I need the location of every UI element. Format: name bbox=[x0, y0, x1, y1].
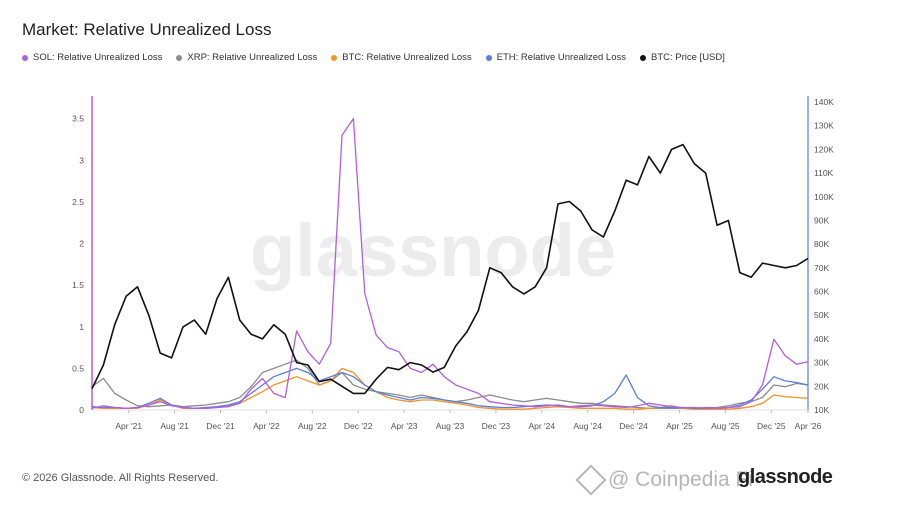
y-right-tick-label: 10K bbox=[814, 405, 829, 415]
chart-title: Market: Relative Unrealized Loss bbox=[22, 20, 272, 39]
series-line-btc-loss bbox=[91, 367, 809, 410]
series-line-sol-loss bbox=[91, 117, 809, 409]
legend-label-btc-price: BTC: Price [USD] bbox=[651, 52, 725, 63]
y-right-tick-label: 120K bbox=[814, 144, 834, 154]
legend-item-xrp[interactable]: XRP: Relative Unrealized Loss bbox=[176, 52, 317, 63]
x-tick-label: Aug '22 bbox=[298, 421, 327, 431]
x-tick-label: Aug '24 bbox=[573, 421, 602, 431]
legend-item-eth[interactable]: ETH: Relative Unrealized Loss bbox=[485, 52, 626, 63]
x-tick-label: Apr '26 bbox=[795, 421, 822, 431]
chart-legend: SOL: Relative Unrealized Loss XRP: Relat… bbox=[22, 52, 725, 63]
x-tick-label: Dec '23 bbox=[482, 421, 511, 431]
y-left-tick-label: 1.5 bbox=[72, 280, 84, 290]
watermark-text: glassnode bbox=[250, 209, 616, 292]
legend-label-btc: BTC: Relative Unrealized Loss bbox=[342, 52, 472, 63]
legend-label-xrp: XRP: Relative Unrealized Loss bbox=[187, 52, 318, 63]
coinpedia-logo-icon bbox=[575, 464, 607, 496]
x-tick-label: Apr '25 bbox=[666, 421, 693, 431]
y-right-tick-label: 110K bbox=[814, 168, 834, 178]
legend-item-btc-price[interactable]: BTC: Price [USD] bbox=[640, 52, 725, 63]
y-right-tick-label: 90K bbox=[814, 215, 829, 225]
axes: 0 0.5 1 1.5 2 2.5 3 3.5 10K 20K 30K 40K 50K 60K 70K 80K… bbox=[72, 96, 834, 431]
overlay-text: @ Coinpedia Fi bbox=[608, 468, 754, 491]
y-right-tick-label: 40K bbox=[814, 334, 829, 344]
x-tick-label: Aug '25 bbox=[711, 421, 740, 431]
x-tick-label: Apr '24 bbox=[528, 421, 555, 431]
glassnode-brand: glassnode bbox=[738, 466, 833, 488]
legend-dot-btc bbox=[331, 54, 338, 61]
y-left-tick-label: 3.5 bbox=[72, 114, 84, 124]
x-tick-label: Dec '25 bbox=[757, 421, 786, 431]
x-tick-label: Dec '21 bbox=[206, 421, 235, 431]
coinpedia-overlay: @ Coinpedia Fi bbox=[575, 464, 754, 496]
legend-item-sol[interactable]: SOL: Relative Unrealized Loss bbox=[22, 52, 162, 63]
y-right-tick-label: 30K bbox=[814, 358, 829, 368]
y-left-tick-label: 0 bbox=[79, 405, 84, 415]
y-left-tick-label: 1 bbox=[79, 322, 84, 332]
legend-label-eth: ETH: Relative Unrealized Loss bbox=[496, 52, 626, 63]
x-tick-label: Aug '21 bbox=[160, 421, 189, 431]
y-right-tick-label: 20K bbox=[814, 381, 829, 391]
y-right-tick-label: 100K bbox=[814, 192, 834, 202]
series-line-btc-price bbox=[91, 143, 809, 395]
y-right-tick-label: 70K bbox=[814, 263, 829, 273]
legend-dot-btc-price bbox=[640, 54, 646, 61]
legend-dot-sol bbox=[22, 54, 28, 61]
x-tick-label: Apr '21 bbox=[115, 421, 142, 431]
series-lines bbox=[91, 117, 809, 410]
x-tick-label: Apr '22 bbox=[253, 421, 280, 431]
y-left-tick-label: 2.5 bbox=[72, 197, 84, 207]
x-tick-label: Apr '23 bbox=[391, 421, 418, 431]
x-tick-label: Dec '22 bbox=[344, 421, 373, 431]
legend-dot-xrp bbox=[176, 54, 183, 61]
y-right-tick-label: 140K bbox=[814, 97, 834, 107]
x-tick-label: Aug '23 bbox=[436, 421, 465, 431]
legend-dot-eth bbox=[485, 54, 492, 61]
legend-item-btc[interactable]: BTC: Relative Unrealized Loss bbox=[331, 52, 472, 63]
y-left-tick-label: 3 bbox=[79, 155, 84, 165]
copyright-text: © 2026 Glassnode. All Rights Reserved. bbox=[22, 472, 219, 484]
y-right-tick-label: 50K bbox=[814, 310, 829, 320]
legend-label-sol: SOL: Relative Unrealized Loss bbox=[33, 52, 163, 63]
y-left-tick-label: 0.5 bbox=[72, 363, 84, 373]
y-right-tick-label: 130K bbox=[814, 121, 834, 131]
y-right-tick-label: 60K bbox=[814, 287, 829, 297]
x-tick-label: Dec '24 bbox=[619, 421, 648, 431]
y-right-tick-label: 80K bbox=[814, 239, 829, 249]
y-left-tick-label: 2 bbox=[79, 239, 84, 249]
